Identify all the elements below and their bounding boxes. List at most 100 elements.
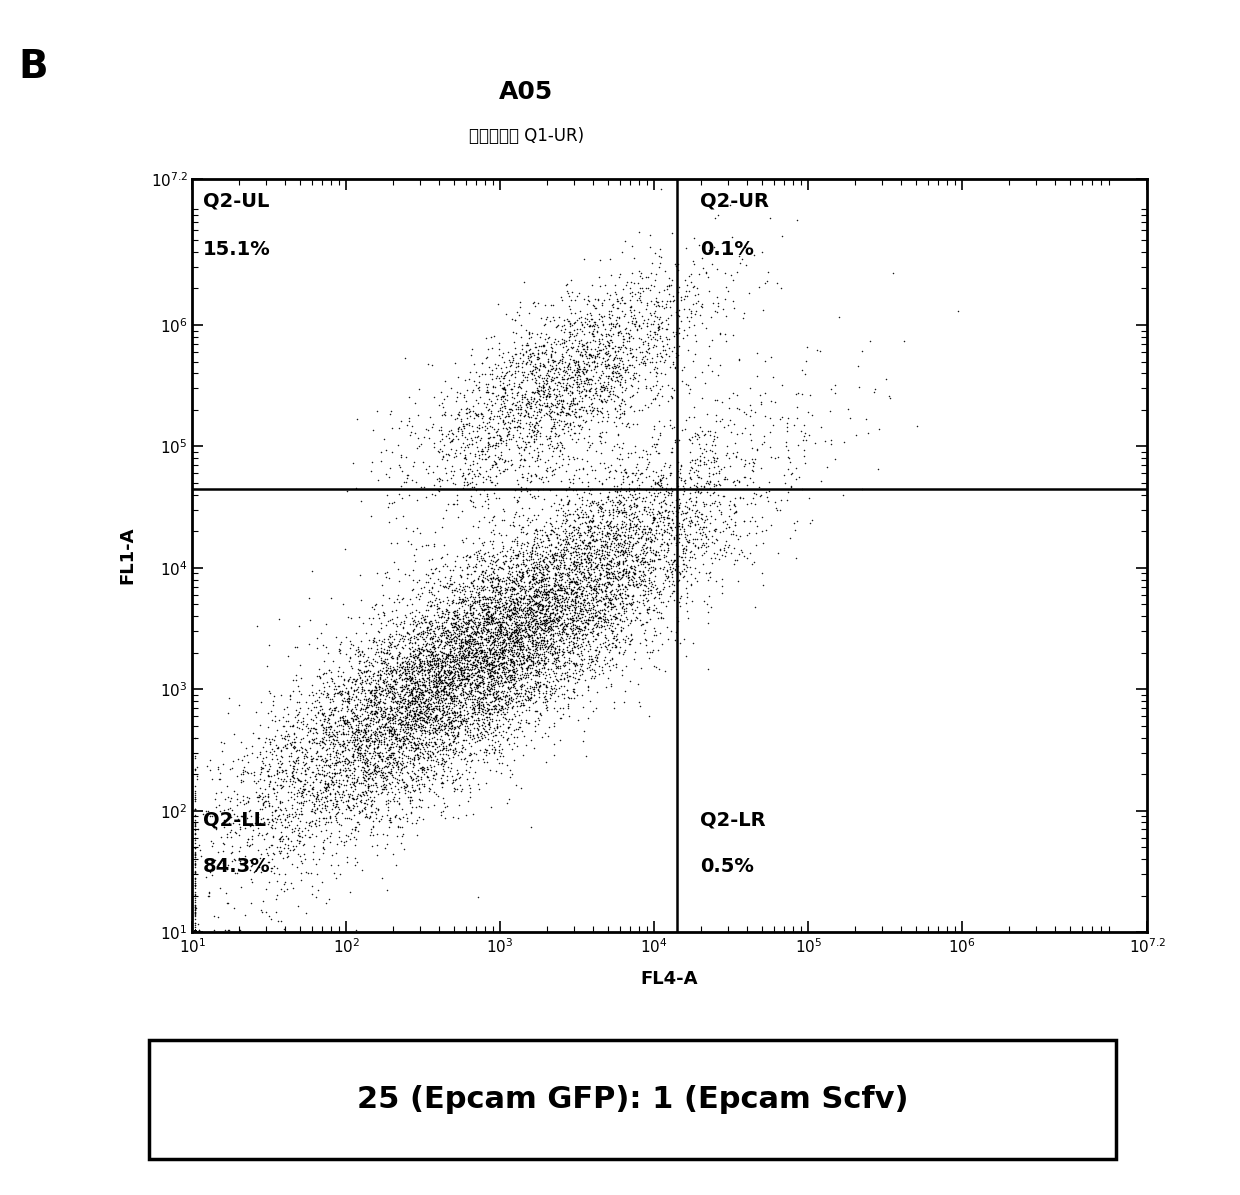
Point	[387, 652, 407, 672]
Point	[412, 724, 432, 743]
Point	[454, 592, 474, 611]
Point	[418, 464, 438, 483]
Point	[408, 630, 428, 649]
Point	[495, 599, 515, 618]
Point	[463, 630, 482, 649]
Point	[598, 332, 618, 351]
Point	[474, 614, 494, 633]
Point	[642, 461, 662, 480]
Point	[312, 808, 332, 827]
Point	[455, 621, 475, 641]
Point	[436, 577, 456, 596]
Point	[683, 294, 703, 313]
Point	[549, 621, 569, 641]
Point	[289, 793, 309, 813]
Point	[608, 289, 627, 308]
Point	[591, 502, 611, 521]
Point	[754, 576, 774, 595]
Point	[451, 685, 471, 704]
Point	[676, 539, 696, 558]
Point	[278, 835, 298, 854]
Point	[296, 692, 316, 711]
Point	[304, 718, 324, 737]
Point	[522, 540, 542, 559]
Point	[682, 547, 702, 566]
Point	[632, 511, 652, 531]
Point	[547, 525, 567, 544]
Point	[635, 630, 655, 649]
Point	[500, 670, 520, 690]
Point	[326, 731, 346, 750]
Point	[267, 786, 286, 805]
Point	[472, 724, 492, 743]
Point	[487, 434, 507, 453]
Point	[485, 623, 505, 642]
Point	[613, 358, 632, 378]
Point	[750, 394, 770, 413]
Point	[396, 698, 415, 717]
Point	[397, 709, 417, 728]
Point	[280, 735, 300, 754]
Point	[350, 645, 370, 664]
Point	[496, 669, 516, 688]
Point	[341, 777, 361, 796]
Point	[365, 760, 384, 779]
Point	[489, 629, 508, 648]
Point	[454, 387, 474, 406]
Point	[487, 386, 507, 405]
Point	[262, 859, 281, 878]
Point	[358, 661, 378, 680]
Point	[497, 755, 517, 774]
Point	[347, 730, 367, 749]
Point	[558, 323, 578, 342]
Point	[506, 460, 526, 479]
Point	[374, 724, 394, 743]
Point	[486, 613, 506, 632]
Point	[599, 314, 619, 333]
Point	[432, 393, 451, 412]
Point	[439, 657, 459, 676]
Point	[563, 615, 583, 635]
Point	[484, 667, 503, 686]
Point	[371, 730, 391, 749]
Point	[495, 664, 515, 684]
Point	[295, 819, 315, 838]
Point	[365, 734, 384, 753]
Point	[397, 656, 417, 675]
Point	[614, 495, 634, 514]
Point	[403, 612, 423, 631]
Point	[409, 716, 429, 735]
Point	[573, 400, 593, 419]
Point	[404, 613, 424, 632]
Point	[451, 636, 471, 655]
Point	[539, 568, 559, 587]
Point	[429, 630, 449, 649]
Point	[894, 331, 914, 350]
Point	[440, 657, 460, 676]
Point	[613, 564, 632, 583]
Point	[632, 614, 652, 633]
Point	[552, 434, 572, 453]
Point	[443, 684, 463, 703]
Point	[573, 363, 593, 382]
Point	[306, 749, 326, 768]
Point	[498, 629, 518, 648]
Point	[559, 688, 579, 707]
Point	[569, 344, 589, 363]
Point	[580, 369, 600, 388]
Point	[718, 538, 738, 557]
Point	[495, 686, 515, 705]
Point	[463, 631, 482, 650]
Point	[570, 415, 590, 434]
Point	[548, 557, 568, 576]
Point	[577, 337, 596, 356]
Point	[352, 715, 372, 734]
Point	[609, 632, 629, 651]
Point	[673, 554, 693, 574]
Point	[429, 421, 449, 440]
Point	[419, 700, 439, 719]
Point	[347, 409, 367, 428]
Point	[314, 704, 334, 723]
Point	[379, 569, 399, 588]
Point	[239, 788, 259, 807]
